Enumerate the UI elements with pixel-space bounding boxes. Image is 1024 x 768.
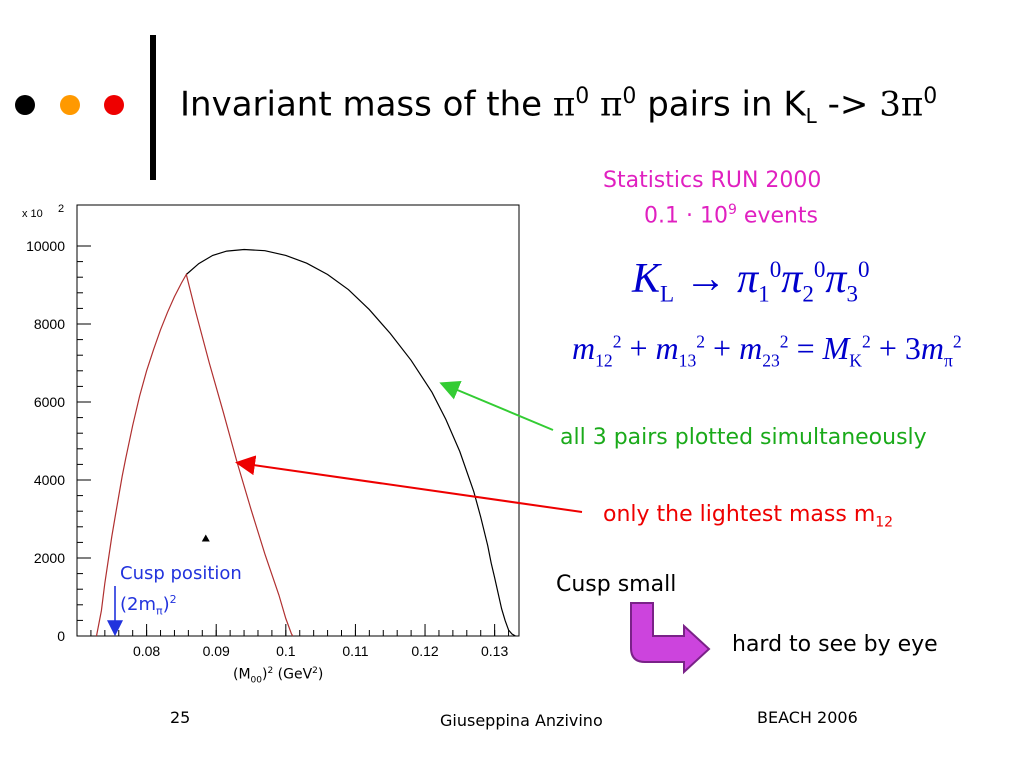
scale-note-exp: 2 [58, 203, 64, 215]
x-axis-label: (M00)2 (GeV2) [233, 666, 324, 686]
logo-dot-orange [60, 95, 80, 115]
logo-dot-black [15, 95, 35, 115]
y-tick-label: 8000 [34, 316, 65, 332]
logo-dot-red [104, 95, 124, 115]
bent-arrow [630, 602, 711, 675]
y-tick-label: 2000 [34, 550, 65, 566]
green-arrow [439, 380, 554, 431]
conference: BEACH 2006 [757, 708, 858, 727]
lightest-mass-label: only the lightest mass m12 [603, 502, 894, 531]
x-tick-label: 0.11 [342, 643, 368, 659]
y-tick-label: 4000 [34, 472, 65, 488]
y-axis: 0 2000 4000 6000 8000 10000 [26, 238, 91, 644]
plot-frame [76, 204, 520, 637]
title-divider [150, 35, 156, 180]
statistics-line: Statistics RUN 2000 [603, 168, 822, 193]
x-tick-label: 0.09 [203, 643, 230, 659]
x-tick-label: 0.12 [411, 643, 438, 659]
cusp-small-label: Cusp small [556, 572, 677, 597]
x-tick-label: 0.1 [276, 643, 296, 659]
scale-note: x 10 [22, 208, 43, 220]
all-pairs-label: all 3 pairs plotted simultaneously [560, 425, 927, 450]
all-pairs-curve [185, 248, 516, 637]
lightest-mass-curve [95, 272, 294, 637]
slide-title: Invariant mass of the π0 π0 pairs in KL … [180, 84, 938, 129]
x-tick-label: 0.08 [133, 643, 160, 659]
page-number: 25 [170, 708, 191, 727]
triangle-marker [201, 534, 210, 542]
events-line: 0.1 · 109 events [644, 202, 819, 229]
hard-to-see-label: hard to see by eye [732, 632, 938, 657]
red-arrow [235, 455, 583, 513]
y-tick-label: 0 [57, 628, 65, 644]
y-tick-label: 10000 [26, 238, 65, 254]
y-tick-label: 6000 [34, 394, 65, 410]
x-axis: 0.08 0.09 0.1 0.11 0.12 0.13 [90, 624, 510, 659]
cusp-position-label: Cusp position (2mπ)2 [120, 563, 242, 618]
decay-equation: KL → π10π20π30 [632, 256, 870, 307]
x-tick-label: 0.13 [481, 643, 508, 659]
mass-sum-equation: m122 + m132 + m232 = MK2 + 3mπ2 [572, 330, 962, 371]
author: Giuseppina Anzivino [440, 711, 603, 730]
